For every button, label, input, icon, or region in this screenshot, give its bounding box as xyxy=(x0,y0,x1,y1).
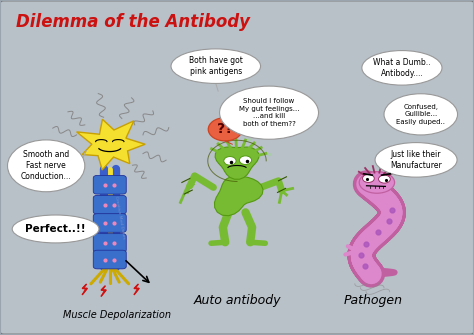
FancyBboxPatch shape xyxy=(93,250,126,269)
Text: Perfect..!!: Perfect..!! xyxy=(25,224,86,234)
Ellipse shape xyxy=(375,143,457,177)
Ellipse shape xyxy=(171,49,261,83)
Polygon shape xyxy=(82,284,87,294)
Polygon shape xyxy=(77,119,145,170)
Polygon shape xyxy=(134,284,139,294)
Ellipse shape xyxy=(363,175,374,183)
Ellipse shape xyxy=(359,172,394,193)
Text: ??: ?? xyxy=(217,122,233,136)
Ellipse shape xyxy=(239,156,252,164)
Text: Both have got
pink antigens: Both have got pink antigens xyxy=(189,56,243,76)
FancyBboxPatch shape xyxy=(93,195,126,214)
Text: Auto antibody: Auto antibody xyxy=(193,294,281,307)
Ellipse shape xyxy=(384,94,457,135)
FancyBboxPatch shape xyxy=(93,233,126,252)
Polygon shape xyxy=(101,286,106,296)
FancyBboxPatch shape xyxy=(93,214,126,232)
Ellipse shape xyxy=(208,118,242,141)
Polygon shape xyxy=(215,147,259,179)
Ellipse shape xyxy=(219,86,319,139)
Text: What a Dumb..
Antibody....: What a Dumb.. Antibody.... xyxy=(373,58,431,78)
Text: Confused,
Gullible...
Easily duped..: Confused, Gullible... Easily duped.. xyxy=(396,104,445,125)
Text: Creative Med Doses: Creative Med Doses xyxy=(114,196,126,239)
Text: Smooth and
Fast nerve
Conduction...: Smooth and Fast nerve Conduction... xyxy=(21,150,72,182)
Ellipse shape xyxy=(12,215,99,243)
Ellipse shape xyxy=(8,140,85,192)
Text: Muscle Depolarization: Muscle Depolarization xyxy=(63,310,171,320)
Text: Pathogen: Pathogen xyxy=(344,294,403,307)
Text: Just like their
Manufacturer: Just like their Manufacturer xyxy=(390,150,442,170)
Ellipse shape xyxy=(224,156,236,165)
Text: Dilemma of the Antibody: Dilemma of the Antibody xyxy=(16,13,249,31)
Ellipse shape xyxy=(362,51,442,85)
Ellipse shape xyxy=(379,175,390,183)
FancyBboxPatch shape xyxy=(93,176,126,194)
Polygon shape xyxy=(215,176,263,216)
Text: Should I follow
My gut feelings...
...and kill
both of them??: Should I follow My gut feelings... ...an… xyxy=(239,98,299,127)
